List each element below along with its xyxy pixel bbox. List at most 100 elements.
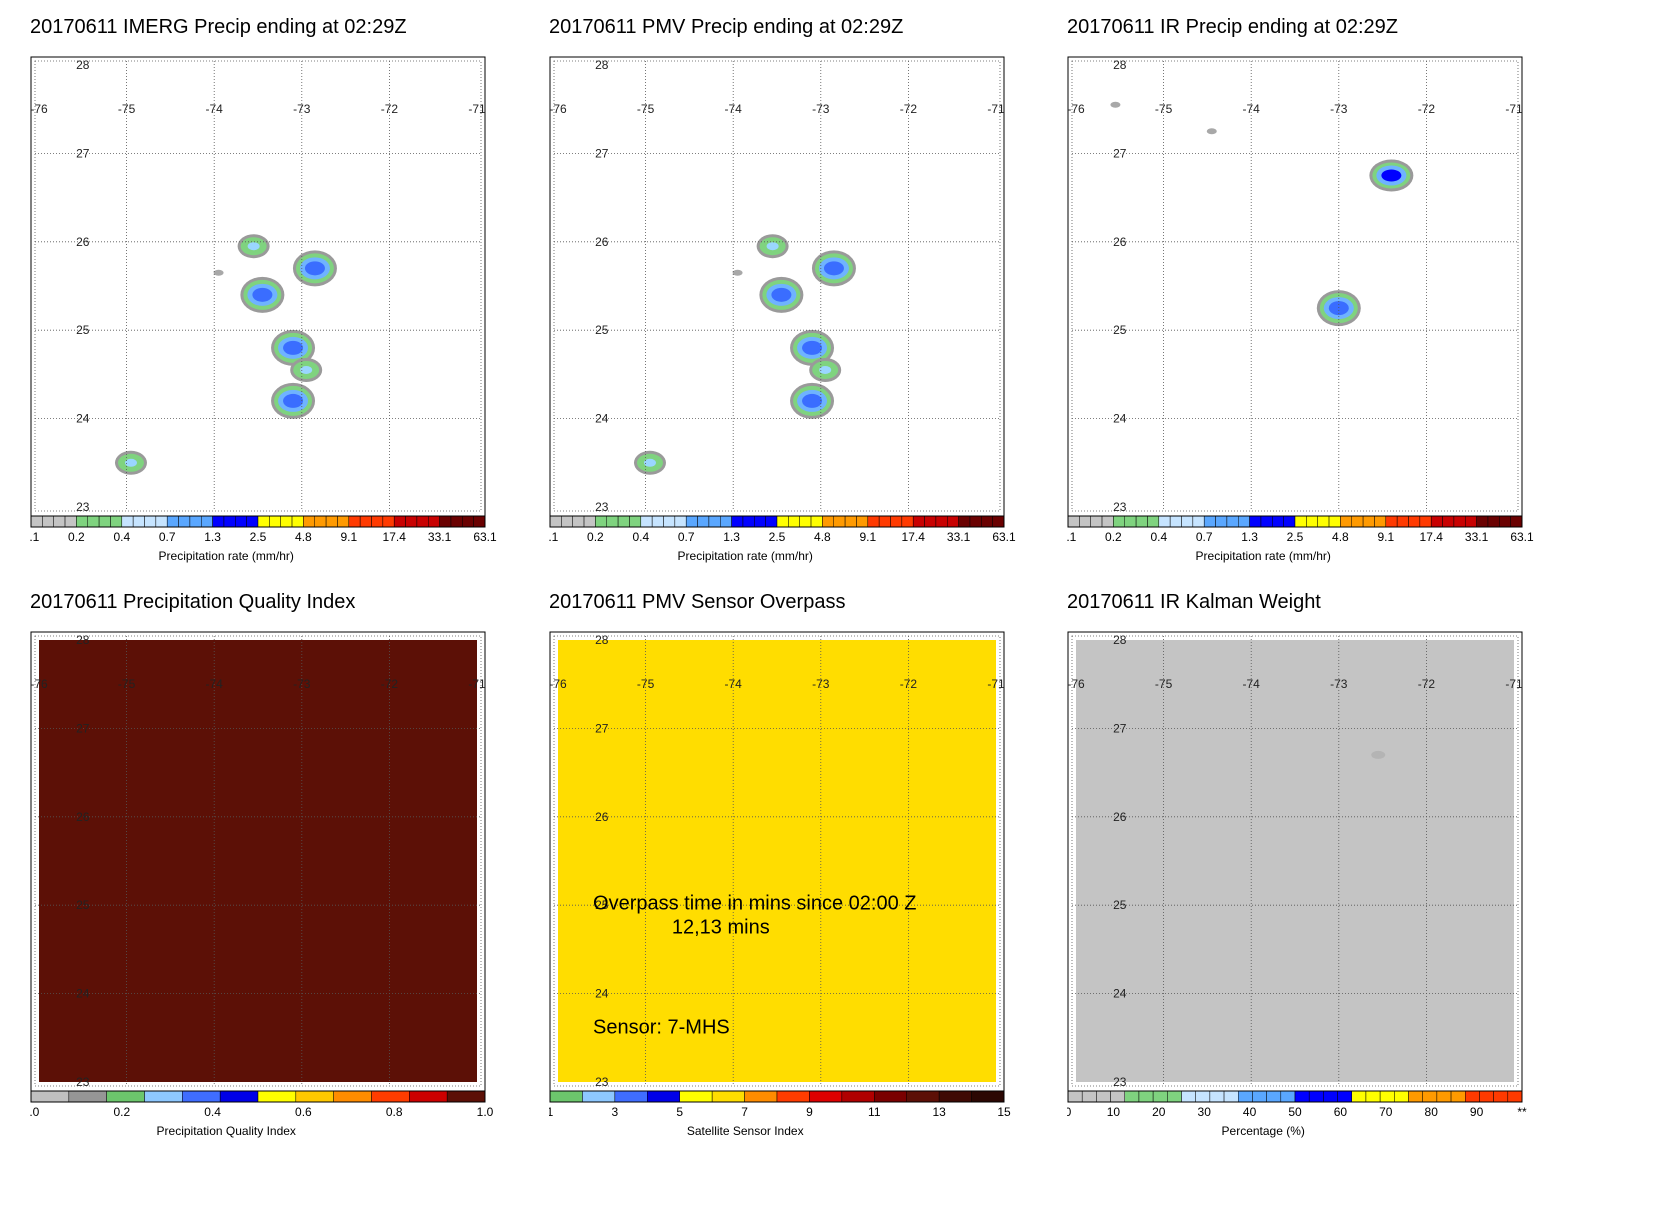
colorbar-swatch xyxy=(1110,1090,1125,1103)
colorbar-swatch xyxy=(1169,515,1182,528)
lon-label: -73 xyxy=(812,102,830,116)
colorbar-swatch xyxy=(1436,1090,1452,1103)
lat-label: 26 xyxy=(1113,810,1127,824)
panel-ir-precip: 20170611 IR Precip ending at 02:29Z 28 27… xyxy=(1067,16,1587,616)
colorbar-swatch xyxy=(754,515,766,528)
colorbar-swatch xyxy=(969,515,982,528)
colorbar-swatch xyxy=(1096,1090,1111,1103)
colorbar-tick-label: 0.4 xyxy=(204,1105,221,1119)
colorbar-swatch xyxy=(617,515,630,528)
sensor-label: Sensor: 7-MHS xyxy=(593,1016,730,1038)
colorbar-tick-label: 0.2 xyxy=(587,530,604,544)
colorbar-tick-label: 63.1 xyxy=(473,530,497,544)
colorbar-swatch xyxy=(269,515,281,528)
colorbar-tick-label: 0.0 xyxy=(30,1105,40,1119)
colorbar-swatch xyxy=(958,515,971,528)
colorbar-swatch xyxy=(938,1090,972,1103)
colorbar-swatch xyxy=(1374,515,1387,528)
colorbar-swatch xyxy=(971,1090,1005,1103)
colorbar-swatch xyxy=(1249,515,1262,528)
lon-label: -74 xyxy=(725,102,743,116)
colorbar-swatch xyxy=(901,515,914,528)
colorbar-tick-label: 0.1 xyxy=(30,530,40,544)
colorbar-swatch xyxy=(874,1090,907,1103)
colorbar-swatch xyxy=(337,515,350,528)
colorbar-swatch xyxy=(856,515,869,528)
lon-label: -74 xyxy=(206,102,224,116)
colorbar-swatch xyxy=(1394,1090,1409,1103)
colorbar-tick-label: 0.4 xyxy=(113,530,130,544)
colorbar-swatch xyxy=(1294,1090,1310,1103)
colorbar-swatch xyxy=(1465,515,1477,528)
colorbar-swatch xyxy=(614,1090,648,1103)
colorbar-swatch xyxy=(30,1090,70,1103)
colorbar-swatch xyxy=(110,515,123,528)
colorbar-swatch xyxy=(416,515,429,528)
precip-cell-contour xyxy=(802,340,823,355)
colorbar-swatch xyxy=(1510,515,1523,528)
colorbar-tick-label: 17.4 xyxy=(902,530,926,544)
colorbar-swatch xyxy=(1203,515,1216,528)
colorbar-swatch xyxy=(906,1090,940,1103)
colorbar-tick-label: 4.8 xyxy=(814,530,831,544)
colorbar-tick-label: ** xyxy=(1517,1105,1527,1119)
colorbar-swatch xyxy=(223,515,236,528)
map-inner-border xyxy=(34,60,482,512)
lon-label: -73 xyxy=(293,102,311,116)
colorbar-tick-label: 63.1 xyxy=(992,530,1016,544)
colorbar-swatch xyxy=(189,515,202,528)
colorbar-swatch xyxy=(1260,515,1273,528)
precip-cell-contour xyxy=(1110,101,1121,108)
lat-label: 23 xyxy=(595,1075,609,1089)
colorbar-swatch xyxy=(257,1090,297,1103)
colorbar-swatch xyxy=(359,515,372,528)
lat-label: 26 xyxy=(595,810,609,824)
lat-label: 28 xyxy=(76,633,90,647)
colorbar-tick-label: 0.2 xyxy=(1105,530,1122,544)
lon-label: -76 xyxy=(1067,677,1085,691)
precip-cell-contour xyxy=(1381,169,1402,182)
colorbar-swatch xyxy=(291,515,304,528)
colorbar-swatch xyxy=(844,515,857,528)
lat-label: 26 xyxy=(595,235,609,249)
precip-cell-contour xyxy=(732,269,743,276)
colorbar-swatch xyxy=(64,515,77,528)
colorbar-swatch xyxy=(651,515,664,528)
lat-label: 24 xyxy=(1113,987,1127,1001)
colorbar-swatch xyxy=(405,515,418,528)
panel-title: 20170611 IMERG Precip ending at 02:29Z xyxy=(30,16,407,38)
lat-label: 26 xyxy=(76,810,90,824)
colorbar-swatch xyxy=(371,1090,410,1103)
lon-label: -76 xyxy=(30,102,48,116)
colorbar-tick-label: 1.3 xyxy=(204,530,221,544)
map-sensor-overpass: 28 27 26 25 24 23 -76 -75 -74 -73 -72 -71 Overpass t… xyxy=(549,631,1011,1138)
colorbar-tick-label: 0.1 xyxy=(1067,530,1077,544)
colorbar-tick-label: 30 xyxy=(1198,1105,1212,1119)
colorbar: 0.0 0.2 0.4 0.6 0.8 1.0 Precipitation Quality … xyxy=(30,1090,494,1138)
colorbar-swatch xyxy=(890,515,903,528)
precip-cell-contour xyxy=(247,242,260,251)
colorbar-title: Precipitation rate (mm/hr) xyxy=(1196,549,1331,563)
map-inner-border xyxy=(553,60,1001,512)
colorbar-tick-label: 40 xyxy=(1243,1105,1257,1119)
colorbar-tick-label: 17.4 xyxy=(1420,530,1444,544)
colorbar-swatch xyxy=(1351,515,1364,528)
lon-label: -75 xyxy=(637,677,655,691)
map-inner-border xyxy=(34,635,482,1087)
lon-label: -73 xyxy=(1330,102,1348,116)
precip-cell-contour xyxy=(643,458,656,467)
lon-label: -75 xyxy=(637,102,655,116)
lat-label: 25 xyxy=(595,898,609,912)
colorbar-swatch xyxy=(1152,1090,1168,1103)
precip-cell-contour xyxy=(283,340,304,355)
lon-label: -71 xyxy=(987,677,1005,691)
lon-label: -72 xyxy=(381,102,399,116)
colorbar-swatch xyxy=(1328,515,1341,528)
lat-label: 28 xyxy=(595,58,609,72)
colorbar-swatch xyxy=(144,1090,183,1103)
colorbar-swatch xyxy=(1362,515,1375,528)
panel-title: 20170611 Precipitation Quality Index xyxy=(30,591,356,613)
colorbar-tick-label: 20 xyxy=(1152,1105,1166,1119)
colorbar-swatch xyxy=(1238,515,1250,528)
